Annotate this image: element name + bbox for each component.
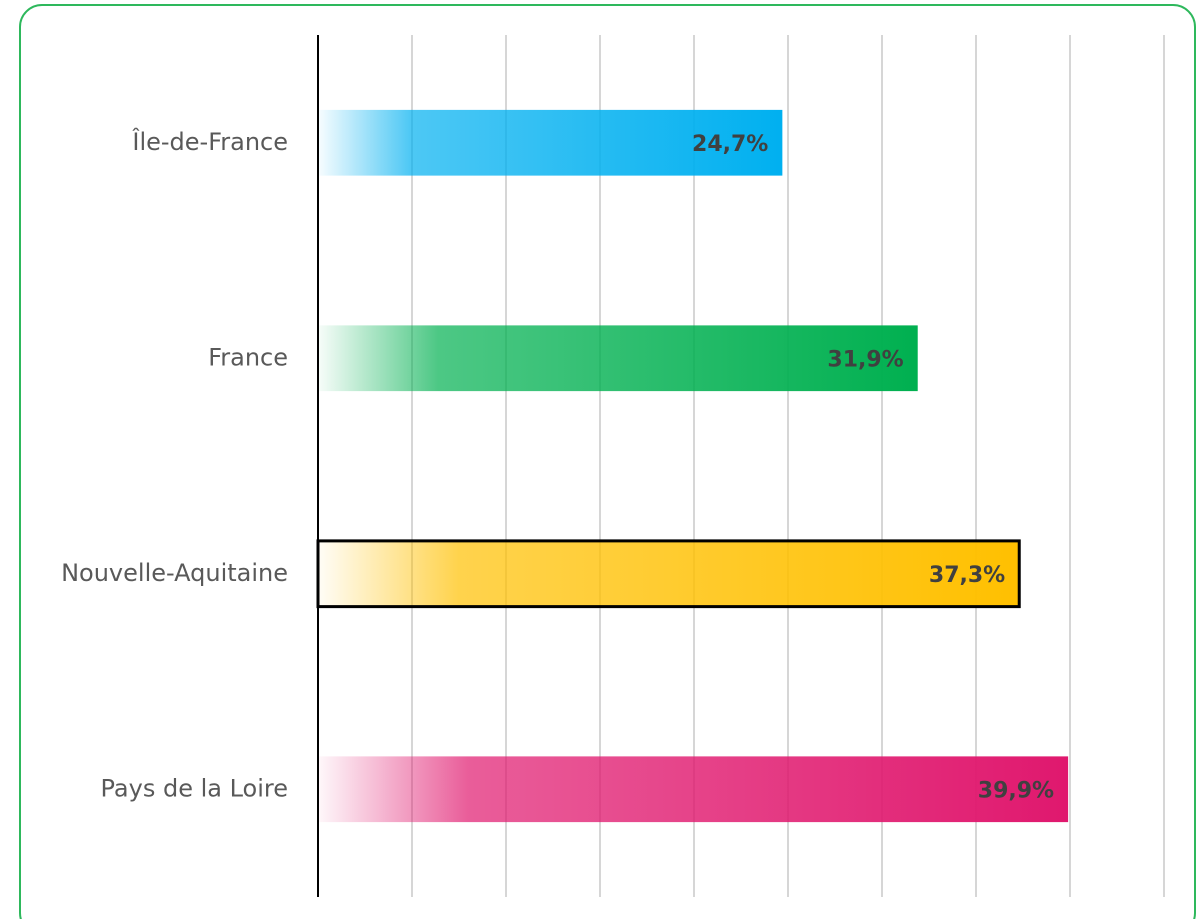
value-label: 37,3% bbox=[929, 563, 1005, 588]
frame bbox=[19, 4, 1196, 923]
bar bbox=[318, 325, 918, 392]
value-label: 39,9% bbox=[978, 778, 1054, 803]
value-label: 31,9% bbox=[827, 347, 903, 372]
bar bbox=[318, 109, 783, 176]
category-label: Île-de-France bbox=[131, 127, 288, 156]
value-label: 24,7% bbox=[692, 132, 768, 157]
category-label: Nouvelle-Aquitaine bbox=[61, 559, 288, 587]
category-label: Pays de la Loire bbox=[101, 774, 288, 802]
bar bbox=[318, 756, 1069, 823]
category-label: France bbox=[208, 343, 288, 371]
bar bbox=[316, 539, 1021, 609]
